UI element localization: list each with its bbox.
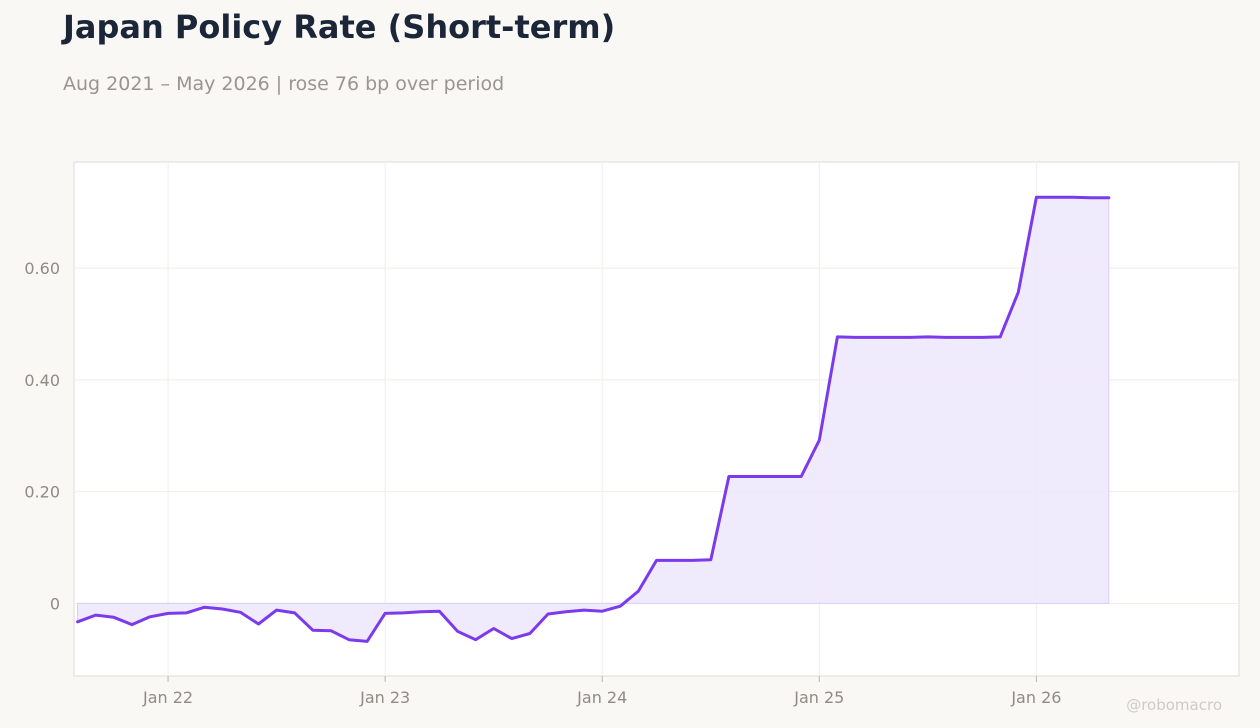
x-tick-label: Jan 23	[359, 688, 410, 707]
watermark: @robomacro	[1126, 696, 1222, 714]
x-tick-label: Jan 24	[576, 688, 627, 707]
chart-title: Japan Policy Rate (Short-term)	[63, 8, 616, 46]
y-tick-label: 0.40	[24, 371, 60, 390]
x-tick-label: Jan 25	[793, 688, 844, 707]
y-tick-label: 0.20	[24, 483, 60, 502]
y-tick-label: 0.60	[24, 259, 60, 278]
x-tick-label: Jan 22	[142, 688, 193, 707]
series-line	[76, 195, 1111, 643]
x-tick-label: Jan 26	[1010, 688, 1061, 707]
y-tick-label: 0	[50, 594, 60, 613]
chart-subtitle: Aug 2021 – May 2026 | rose 76 bp over pe…	[63, 73, 505, 95]
x-axis: Jan 22 Jan 23 Jan 24 Jan 25 Jan 26	[142, 676, 1061, 707]
y-axis: 0 0.20 0.40 0.60	[24, 259, 60, 613]
